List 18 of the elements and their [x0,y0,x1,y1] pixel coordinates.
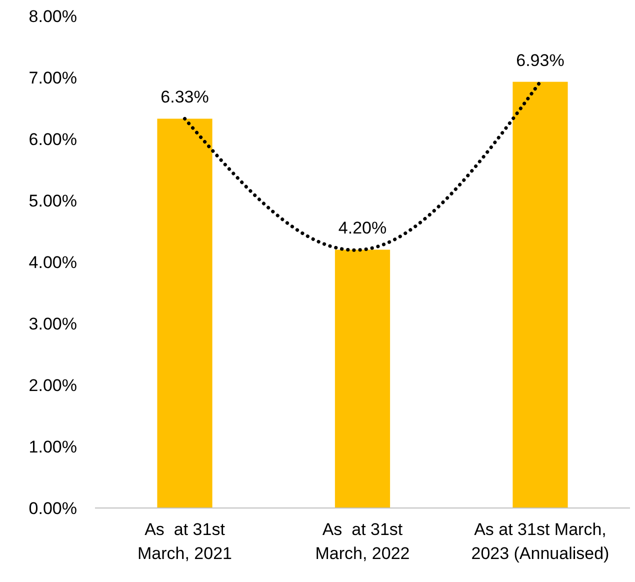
y-tick-label: 4.00% [28,252,77,272]
y-tick-label: 6.00% [28,130,77,149]
bar [157,118,212,508]
data-label: 4.20% [338,218,387,238]
x-tick-label: As at 31st March, 2021 [138,520,232,563]
data-label: 6.93% [516,50,564,70]
y-tick-label: 3.00% [28,314,77,334]
x-tick-label: As at 31st March, 2022 [315,520,410,563]
y-tick-label: 5.00% [28,191,77,210]
y-tick-label: 1.00% [28,437,77,456]
bar [512,82,568,508]
y-tick-label: 2.00% [28,376,77,395]
x-tick-label: As at 31st March, 2023 (Annualised) [471,520,610,563]
data-label: 6.33% [160,88,209,107]
bar [334,250,390,508]
y-tick-label: 0.00% [28,498,77,518]
y-tick-label: 7.00% [28,68,77,88]
y-tick-label: 8.00% [28,6,77,26]
